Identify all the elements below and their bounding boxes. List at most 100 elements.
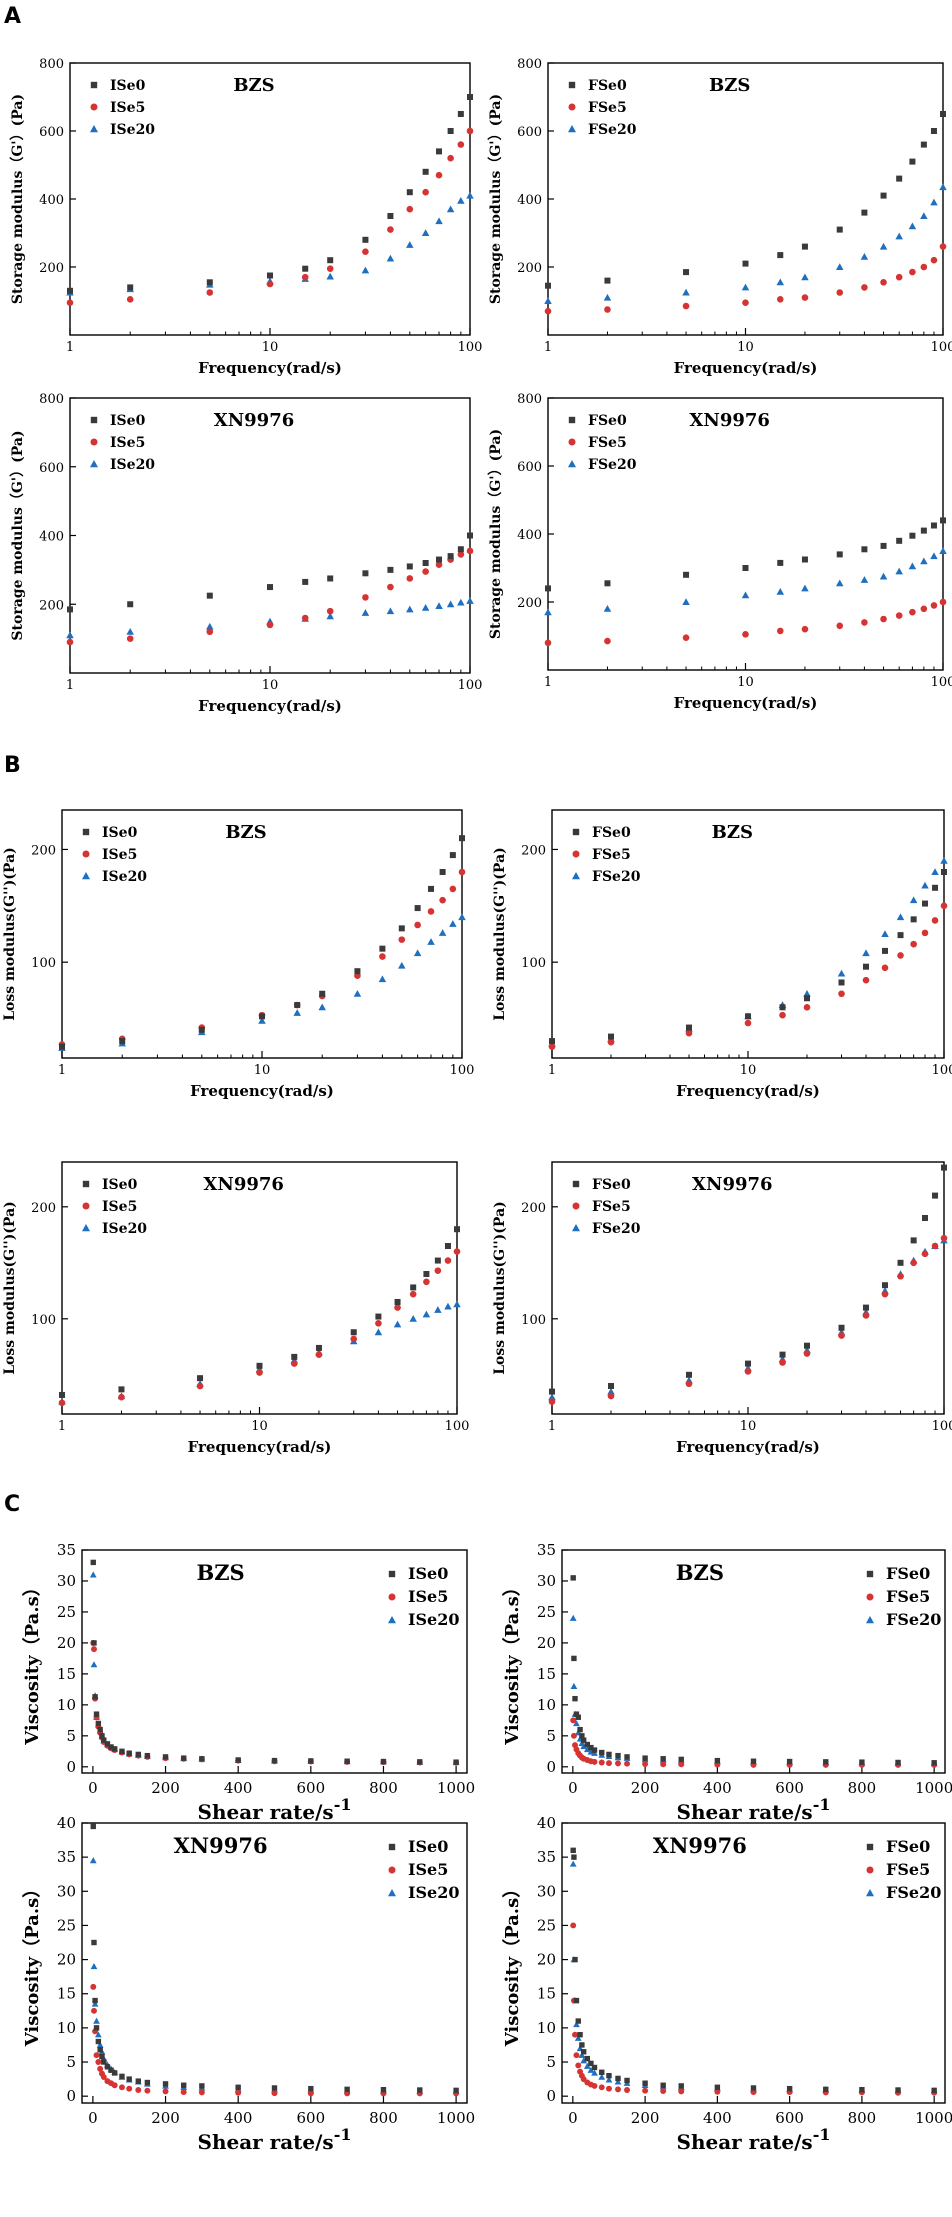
data-point-ise5 xyxy=(66,638,74,646)
x-tick-label: 100 xyxy=(932,1419,952,1434)
data-point-ise20 xyxy=(361,266,370,274)
data-point-fse5 xyxy=(606,1760,612,1767)
data-point-fse20 xyxy=(741,591,750,599)
y-tick-label: 400 xyxy=(517,528,542,543)
data-point-fse0 xyxy=(909,532,916,539)
data-point-ise20 xyxy=(66,631,74,639)
data-point-ise20 xyxy=(444,1302,452,1310)
y-axis-label: Loss modulus(G'')(Pa) xyxy=(2,1201,18,1375)
data-point-fse5 xyxy=(862,1312,870,1319)
data-point-fse20 xyxy=(879,572,888,580)
legend-marker-fse0 xyxy=(866,1570,874,1578)
data-point-ise5 xyxy=(162,2088,169,2095)
data-point-fse20 xyxy=(939,183,947,191)
legend-marker-fse0 xyxy=(568,416,576,424)
data-point-ise5 xyxy=(326,265,334,273)
y-tick-label: 800 xyxy=(517,392,542,407)
data-point-fse5 xyxy=(682,634,690,641)
x-tick-label: 200 xyxy=(631,2109,660,2127)
x-axis-label-exponent: -1 xyxy=(813,1795,831,1814)
legend-marker-fse5 xyxy=(568,103,576,111)
y-axis-label: Loss modulus(G'')(Pa) xyxy=(492,1201,508,1375)
y-tick-label: 200 xyxy=(31,1201,56,1216)
data-point-fse0 xyxy=(745,1013,751,1020)
x-tick-label: 800 xyxy=(848,1779,877,1797)
data-point-fse5 xyxy=(931,917,939,924)
data-point-ise0 xyxy=(428,885,435,892)
data-point-ise0 xyxy=(144,2079,151,2086)
data-point-ise0 xyxy=(93,2025,100,2031)
data-point-ise5 xyxy=(453,1248,461,1255)
data-point-ise0 xyxy=(144,1752,151,1759)
data-point-fse20 xyxy=(603,293,612,301)
y-tick-label: 400 xyxy=(517,193,542,208)
data-point-ise5 xyxy=(350,1335,358,1343)
legend-label-ise20: ISe20 xyxy=(102,869,147,885)
data-point-fse0 xyxy=(838,979,845,986)
data-point-ise0 xyxy=(99,1733,105,1739)
data-point-fse0 xyxy=(922,1215,929,1221)
data-point-ise5 xyxy=(435,561,443,569)
data-point-ise0 xyxy=(267,272,273,279)
legend-marker-ise0 xyxy=(90,81,98,89)
data-point-fse5 xyxy=(598,1759,605,1766)
x-tick-label: 1 xyxy=(58,1063,66,1078)
data-point-ise5 xyxy=(387,583,394,591)
data-point-ise0 xyxy=(199,1756,205,1762)
data-point-fse5 xyxy=(803,1350,811,1357)
data-point-fse0 xyxy=(896,175,903,182)
data-point-ise0 xyxy=(362,570,369,577)
data-point-fse5 xyxy=(624,1760,631,1767)
x-tick-label: 10 xyxy=(740,1063,757,1078)
data-point-fse0 xyxy=(678,1756,684,1763)
y-tick-label: 25 xyxy=(537,1916,556,1934)
data-point-fse5 xyxy=(660,2088,667,2095)
data-point-fse5 xyxy=(615,2086,621,2093)
data-point-ise5 xyxy=(422,568,429,575)
data-point-fse5 xyxy=(861,619,868,626)
data-point-fse0 xyxy=(801,243,808,250)
legend-label-fse0: FSe0 xyxy=(886,1564,930,1583)
y-tick-label: 15 xyxy=(57,1985,76,2003)
data-point-ise0 xyxy=(398,925,405,932)
data-point-ise0 xyxy=(327,257,334,264)
data-point-ise5 xyxy=(206,628,214,636)
data-point-fse5 xyxy=(801,625,809,633)
data-point-ise0 xyxy=(380,2086,387,2093)
x-tick-label: 800 xyxy=(369,2109,398,2127)
data-point-fse20 xyxy=(776,278,785,286)
data-point-ise0 xyxy=(379,945,386,952)
data-point-fse0 xyxy=(599,2069,605,2075)
data-point-fse20 xyxy=(570,1682,578,1689)
data-point-ise5 xyxy=(180,2089,187,2096)
data-point-ise0 xyxy=(434,1257,441,1264)
y-tick-label: 15 xyxy=(537,1665,556,1683)
data-point-fse5 xyxy=(685,1029,693,1037)
data-point-ise0 xyxy=(206,279,213,286)
data-point-fse0 xyxy=(801,556,808,563)
data-point-ise0 xyxy=(235,2084,241,2090)
data-point-ise5 xyxy=(434,1267,442,1274)
data-point-fse5 xyxy=(624,2087,631,2093)
x-tick-label: 10 xyxy=(262,678,279,693)
data-point-ise0 xyxy=(93,1711,100,1717)
data-point-ise0 xyxy=(387,213,394,219)
legend-label-fse5: FSe5 xyxy=(886,1860,930,1879)
data-point-fse0 xyxy=(920,527,927,534)
data-point-ise5 xyxy=(457,141,465,148)
data-point-ise5 xyxy=(126,296,134,303)
data-point-ise5 xyxy=(266,621,274,629)
legend-marker-ise5 xyxy=(90,438,98,446)
data-point-ise20 xyxy=(453,1300,461,1308)
legend-label-ise0: ISe0 xyxy=(102,825,138,841)
data-point-fse0 xyxy=(897,932,904,939)
data-point-ise5 xyxy=(144,2087,151,2094)
data-point-ise0 xyxy=(197,1375,204,1382)
data-point-fse0 xyxy=(604,580,611,587)
chart-title: XN9976 xyxy=(653,1833,747,1858)
data-point-fse0 xyxy=(750,2085,757,2091)
legend-label-ise20: ISe20 xyxy=(110,122,155,138)
data-point-fse5 xyxy=(744,1019,752,1027)
data-point-ise5 xyxy=(409,1290,417,1298)
data-point-fse20 xyxy=(862,949,870,957)
